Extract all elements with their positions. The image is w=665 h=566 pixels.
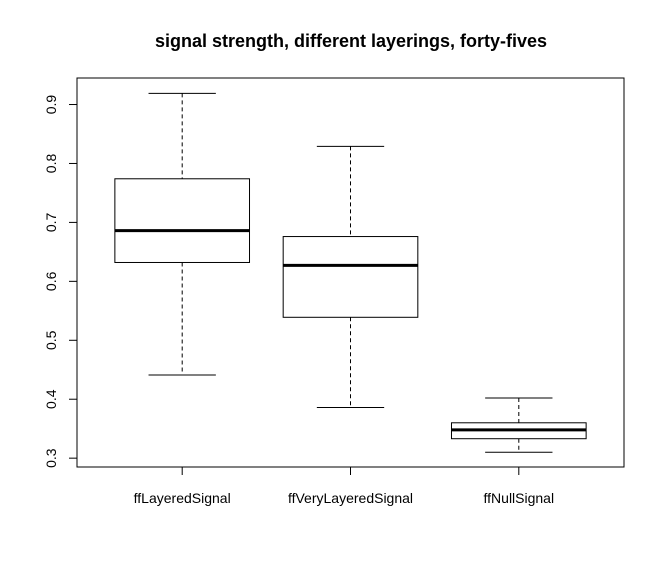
y-tick-label-0: 0.3 xyxy=(43,448,59,468)
y-tick-label-2: 0.5 xyxy=(43,330,59,350)
y-tick-label-1: 0.4 xyxy=(43,389,59,409)
plot-area: 0.3 0.4 0.5 0.6 0.7 0.8 0.9 ffLayeredSignal ffVe… xyxy=(43,77,625,506)
category-label-2: ffNullSignal xyxy=(484,490,555,506)
y-tick-label-6: 0.9 xyxy=(43,95,59,115)
box-1 xyxy=(282,236,419,318)
category-label-0: ffLayeredSignal xyxy=(134,490,231,506)
y-tick-label-4: 0.7 xyxy=(43,212,59,232)
box-0 xyxy=(114,178,251,263)
y-tick-label-3: 0.6 xyxy=(43,271,59,291)
chart-title: signal strength, different layerings, fo… xyxy=(155,31,547,51)
category-label-1: ffVeryLayeredSignal xyxy=(288,490,413,506)
y-tick-label-5: 0.8 xyxy=(43,154,59,174)
